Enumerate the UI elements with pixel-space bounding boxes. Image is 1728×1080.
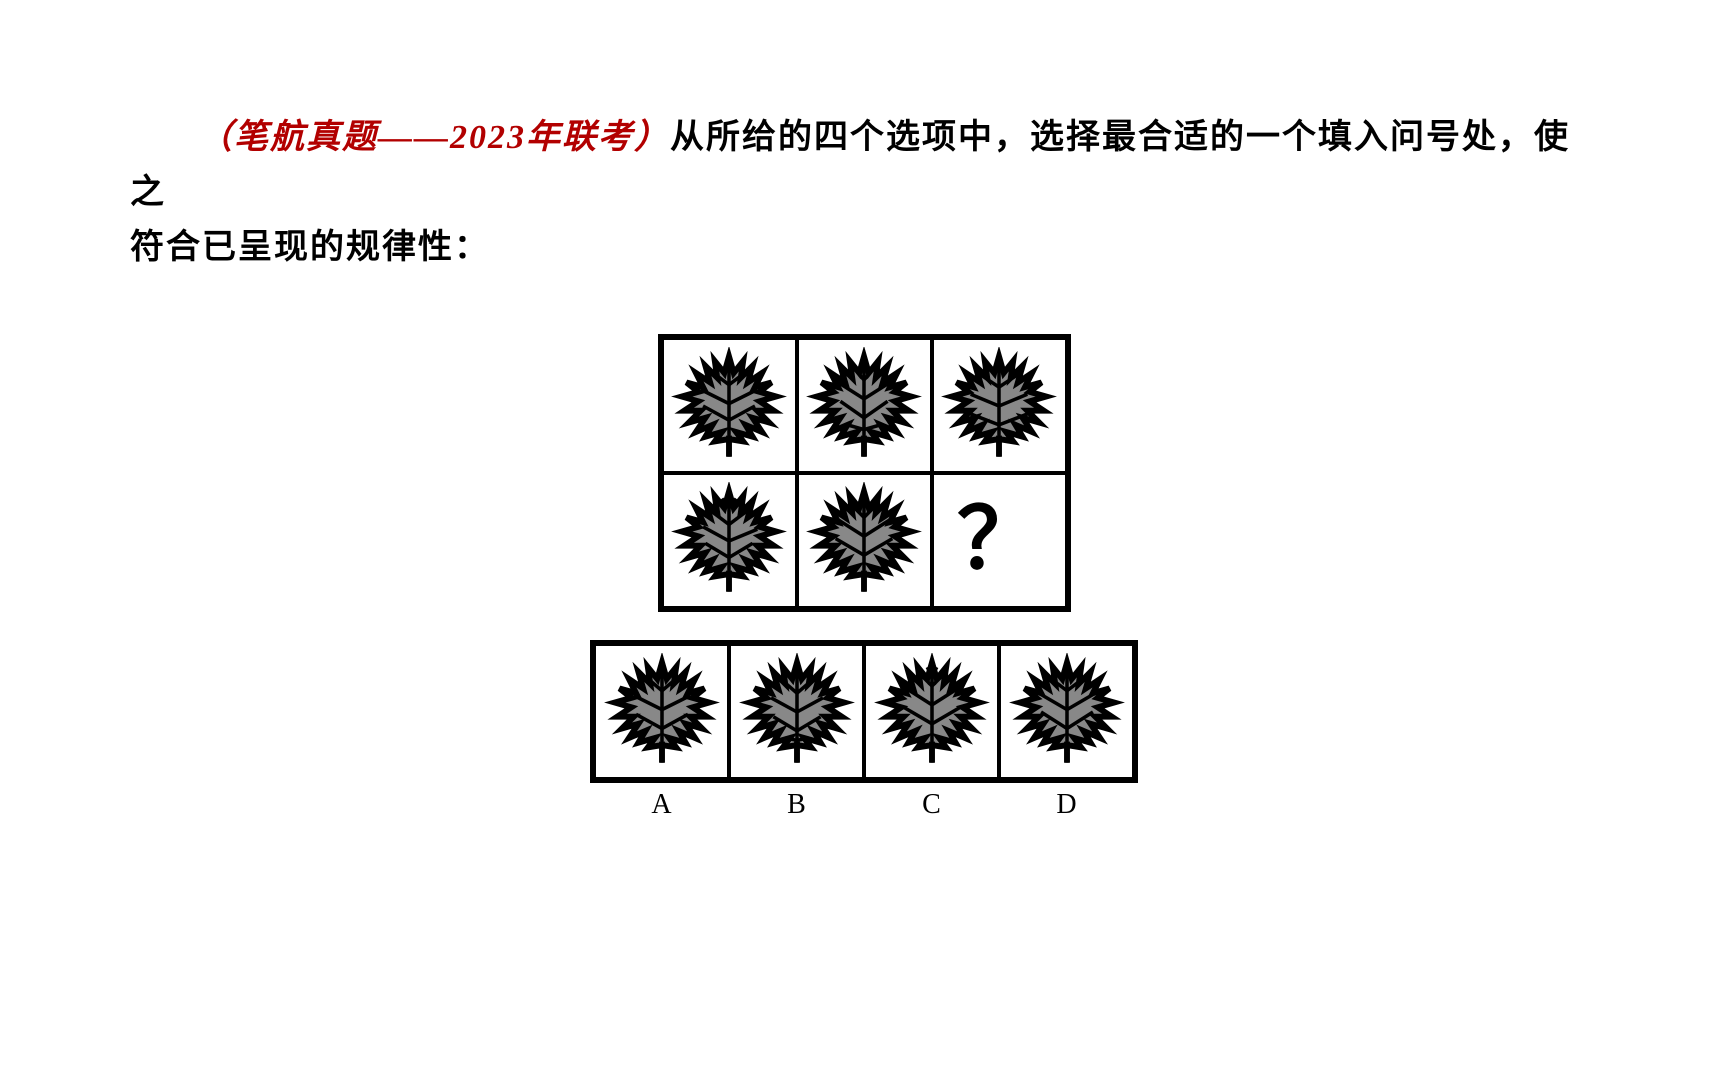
grid-cell xyxy=(662,473,797,608)
option-label-b: B xyxy=(729,789,864,821)
option-label-d: D xyxy=(999,789,1134,821)
maple-leaf-icon xyxy=(805,482,923,600)
maple-leaf-icon xyxy=(670,482,788,600)
maple-leaf-icon xyxy=(805,347,923,465)
maple-leaf-icon xyxy=(738,653,856,771)
grid-cell xyxy=(932,338,1067,473)
grid-cell xyxy=(797,473,932,608)
figure-area: ？ A B C D xyxy=(130,334,1598,821)
maple-leaf-icon xyxy=(670,347,788,465)
pattern-grid: ？ xyxy=(658,334,1071,612)
option-cell-c[interactable] xyxy=(864,644,999,779)
question-source: （笔航真题——2023年联考） xyxy=(198,119,670,156)
page: （笔航真题——2023年联考）从所给的四个选项中，选择最合适的一个填入问号处，使… xyxy=(0,0,1728,1080)
grid-cell-question: ？ xyxy=(932,473,1067,608)
grid-cell xyxy=(797,338,932,473)
option-cell-b[interactable] xyxy=(729,644,864,779)
question-mark: ？ xyxy=(957,499,1041,583)
option-label-c: C xyxy=(864,789,999,821)
maple-leaf-icon xyxy=(873,653,991,771)
option-label-a: A xyxy=(594,789,729,821)
question-body-2: 符合已呈现的规律性： xyxy=(130,228,490,266)
option-row xyxy=(590,640,1138,783)
option-cell-d[interactable] xyxy=(999,644,1134,779)
question-text: （笔航真题——2023年联考）从所给的四个选项中，选择最合适的一个填入问号处，使… xyxy=(130,110,1598,274)
maple-leaf-icon xyxy=(1008,653,1126,771)
option-cell-a[interactable] xyxy=(594,644,729,779)
maple-leaf-icon xyxy=(940,347,1058,465)
grid-cell xyxy=(662,338,797,473)
option-labels: A B C D xyxy=(594,789,1134,821)
maple-leaf-icon xyxy=(603,653,721,771)
